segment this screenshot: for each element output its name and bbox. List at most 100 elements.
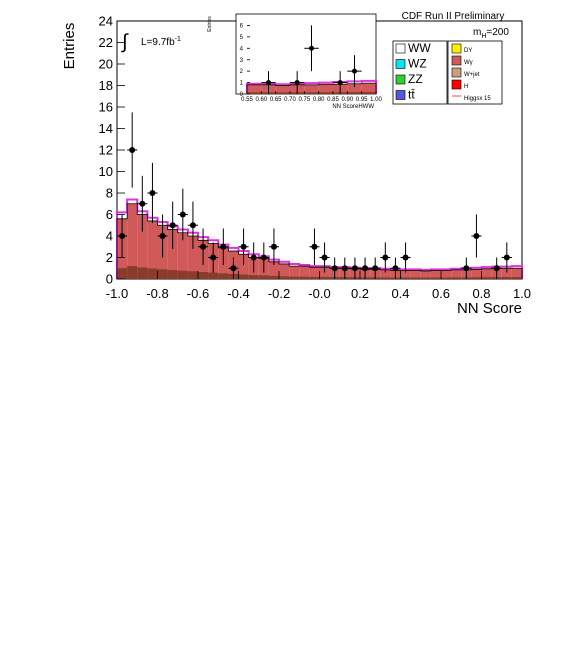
y-tick-label: 10 (99, 164, 113, 179)
minor-background-bar (177, 270, 188, 279)
minor-background-bar (157, 269, 168, 279)
minor-background-bar (501, 277, 512, 279)
x-tick-label: 0.75 (298, 97, 310, 103)
legend-label: Higgsx 15 (464, 96, 491, 102)
data-point (149, 190, 156, 196)
data-point (352, 68, 357, 74)
x-axis-title: NN Score (457, 300, 522, 317)
minor-background-bar (380, 277, 391, 279)
x-tick-label: -0.2 (268, 286, 290, 301)
data-point (382, 254, 389, 261)
inset-y-axis-title: Entries (207, 16, 213, 32)
data-point (129, 147, 136, 153)
minor-background-bar (117, 268, 128, 279)
minor-background-bar (511, 277, 522, 279)
legend-swatch (451, 67, 462, 78)
data-point (311, 243, 318, 250)
minor-background-bar (198, 272, 209, 279)
data-point (159, 233, 166, 239)
legend-label: ZZ (408, 72, 423, 86)
background-bar (319, 267, 330, 279)
background-bar (289, 266, 300, 279)
y-tick-label: 6 (106, 207, 113, 222)
background-outline (116, 203, 523, 279)
data-point (266, 80, 271, 86)
legend-swatch (395, 90, 406, 100)
legend-label: tt̄ (408, 88, 415, 102)
background-bar (380, 269, 391, 279)
background-bar (309, 267, 320, 279)
legend-label: Wγ (464, 60, 473, 66)
x-tick-label: 1.0 (513, 286, 531, 301)
background-outline (246, 82, 377, 94)
data-point (210, 254, 217, 261)
x-tick-label: -0.6 (187, 286, 209, 301)
background-bar (471, 269, 482, 279)
minor-background-bar (309, 276, 320, 279)
legend-label: H (464, 84, 468, 90)
legend-swatch (395, 43, 406, 54)
minor-background-bar (451, 277, 462, 279)
data-point (331, 265, 338, 272)
minor-background-bar (238, 274, 249, 279)
luminosity-label: L=9.7fb-1 (141, 36, 181, 48)
data-point (230, 265, 237, 272)
background-bar (501, 268, 512, 279)
x-tick-label: 0.55 (241, 97, 253, 103)
minor-background-bar (400, 277, 411, 279)
background-bar (167, 229, 178, 279)
legend-swatch (395, 74, 406, 85)
background-bar (279, 263, 290, 279)
background-bar (187, 236, 198, 279)
minor-background-bar (481, 277, 492, 279)
minor-background-bar (420, 277, 431, 279)
mass-label: mH=200 (473, 27, 509, 40)
data-point (139, 200, 146, 207)
main-histogram (116, 198, 523, 279)
y-tick-label: 20 (99, 57, 113, 72)
x-tick-label: 0.80 (313, 97, 325, 103)
background-bar (481, 268, 492, 279)
legend-label: WZ (408, 57, 427, 71)
x-tick-label: 0.95 (356, 97, 368, 103)
legend-right: DY Wγ W+jet H Higgsx 15 (451, 43, 491, 102)
signal-stacked-outline (246, 79, 377, 94)
y-tick-label: 16 (99, 100, 113, 115)
x-tick-label: 0.85 (327, 97, 339, 103)
inset-x-axis-title: NN ScoreHWW (332, 104, 374, 110)
data-point (362, 265, 369, 272)
mass-value: =200 (486, 27, 509, 38)
background-bar (441, 270, 452, 279)
minor-background-bar (127, 266, 138, 279)
data-point (337, 80, 343, 86)
x-tick-label: -0.4 (227, 286, 249, 301)
minor-background-bar (471, 277, 482, 279)
y-tick-label: 6 (240, 24, 244, 30)
data-point (463, 265, 470, 272)
inset-axes: 0.55 0.60 0.65 0.70 0.75 0.80 0.85 0.90 0.95 1.00… (240, 24, 383, 103)
minor-background-bar (268, 275, 279, 279)
background-bar (430, 270, 441, 279)
minor-background-bar (218, 273, 229, 279)
minor-background-bar (441, 277, 452, 279)
data-point (503, 254, 510, 261)
x-tick-label: 0.70 (284, 97, 296, 103)
background-bar (247, 84, 262, 94)
signal-stacked-outline (116, 198, 523, 279)
data-point (351, 265, 358, 272)
inset-data-points (261, 25, 362, 94)
minor-background-bar (347, 92, 362, 94)
data-point (169, 222, 176, 229)
background-bar (147, 220, 158, 279)
main-data-points (117, 112, 512, 279)
data-point (321, 254, 328, 261)
mass-sub: H (481, 33, 486, 40)
background-bar (275, 85, 290, 94)
x-tick-label: -0.8 (146, 286, 168, 301)
x-tick-label: 0.2 (351, 286, 369, 301)
background-bar (420, 270, 431, 279)
background-bar (400, 270, 411, 279)
legend-swatch (451, 79, 462, 90)
legend-label: W+jet (464, 72, 480, 78)
y-tick-label: 12 (99, 143, 113, 158)
